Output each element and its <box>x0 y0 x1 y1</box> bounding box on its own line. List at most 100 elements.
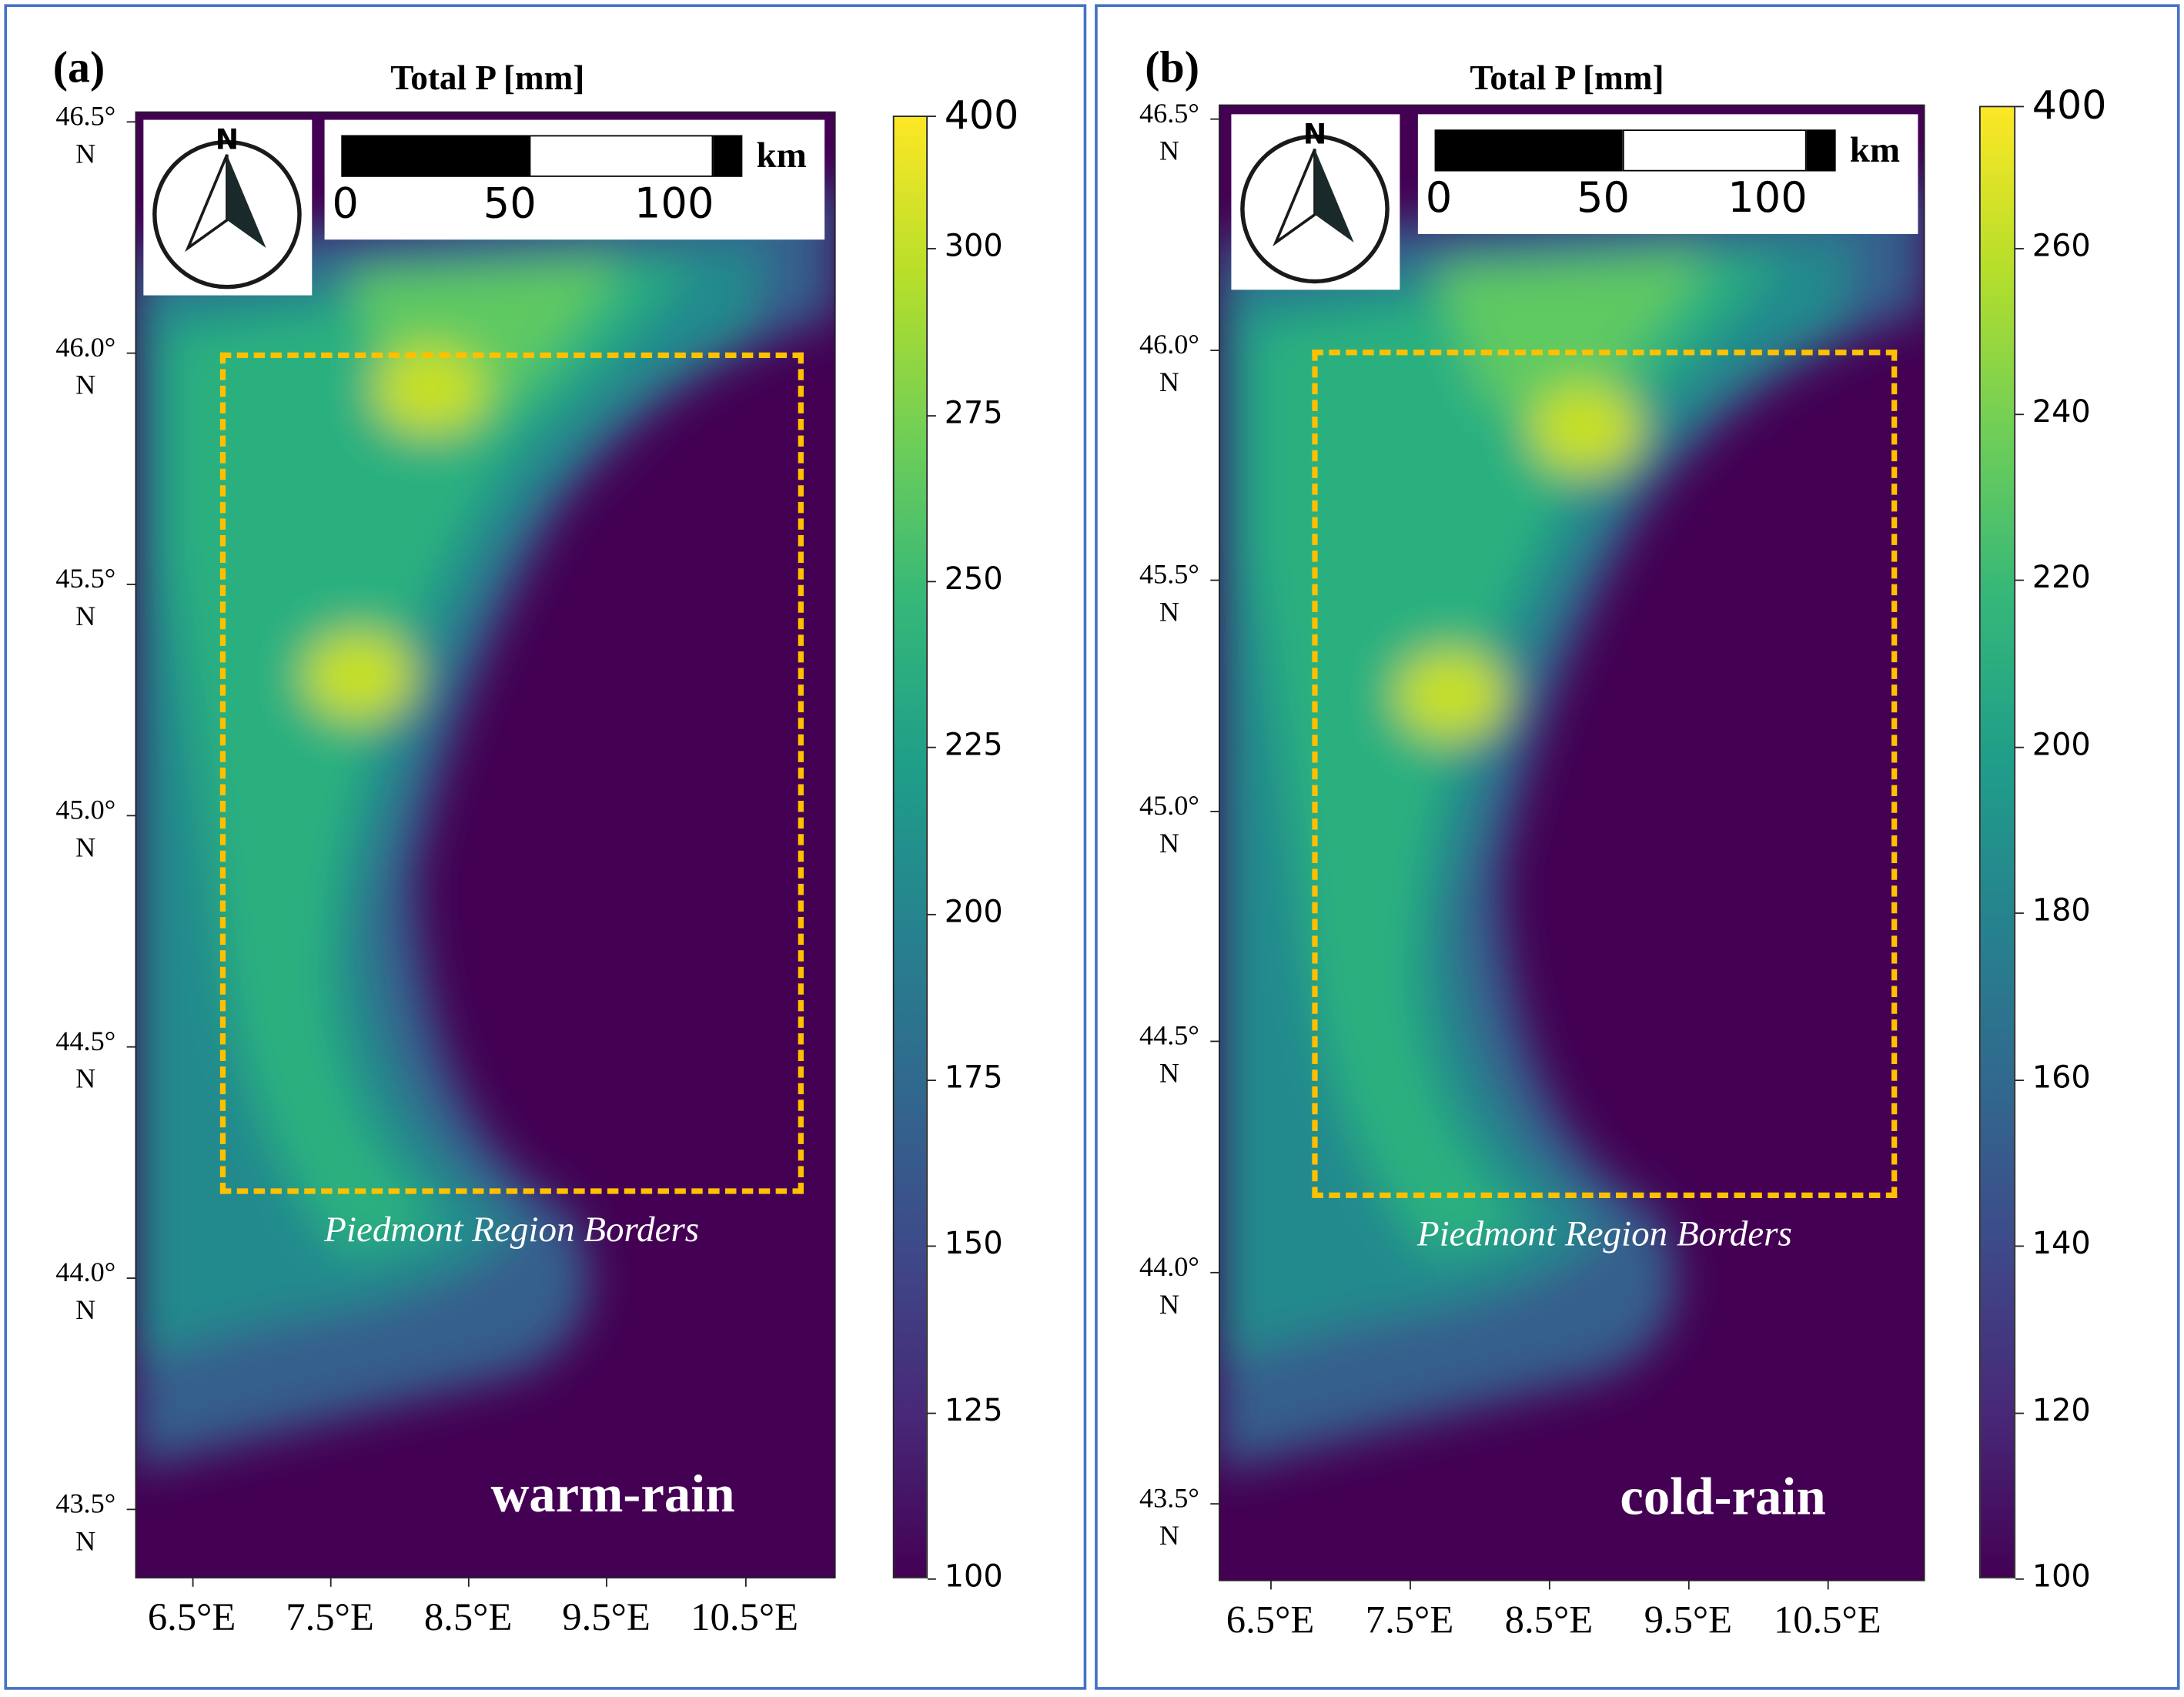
colorbar-tick <box>2015 1578 2024 1580</box>
lon-tick-label: 6.5°E <box>1226 1599 1315 1643</box>
scale-tick-label: 50 <box>483 179 537 229</box>
panel-frame <box>4 4 1087 1690</box>
colorbar-tick <box>2015 580 2024 582</box>
panel-label: (b) <box>1145 41 1200 92</box>
colorbar-tick-label: 275 <box>944 396 1003 432</box>
colorbar-tick-label: 100 <box>944 1560 1003 1595</box>
scale-seg <box>529 135 714 177</box>
scheme-label: cold-rain <box>1620 1468 1826 1527</box>
blobs <box>135 185 836 1469</box>
colorbar-tick <box>2015 247 2024 249</box>
lat-tick <box>1210 349 1219 351</box>
lon-tick <box>1687 1581 1690 1590</box>
terrain <box>1254 252 1784 1257</box>
peak <box>1529 385 1643 474</box>
terrain <box>1430 252 1714 430</box>
colorbar-tick <box>927 248 936 250</box>
lat-tick-label: 46.0° N <box>1139 329 1199 398</box>
arrow-right <box>1314 149 1354 243</box>
lat-tick <box>1210 810 1219 812</box>
north-label: N <box>1303 116 1327 151</box>
lon-tick <box>1548 1581 1550 1590</box>
terrain <box>170 258 696 1256</box>
lat-tick-label: 43.5° N <box>55 1489 116 1558</box>
lon-tick-label: 9.5°E <box>1644 1599 1733 1643</box>
peak <box>373 346 486 434</box>
colorbar-tick-label: 180 <box>2032 894 2091 929</box>
north-box: N <box>143 119 313 296</box>
colorbar-tick-label: 250 <box>944 562 1003 597</box>
colorbar-tick-label: 200 <box>2032 728 2091 763</box>
lat-tick <box>126 815 135 817</box>
colorbar-tick-label: 150 <box>944 1227 1003 1263</box>
lon-tick <box>744 1578 746 1587</box>
lon-tick-label: 7.5°E <box>286 1596 374 1640</box>
lon-tick <box>606 1578 608 1587</box>
scale-tick-label: 100 <box>634 179 714 229</box>
peak <box>303 632 416 721</box>
colorbar-tick <box>927 1412 936 1414</box>
lon-tick-label: 7.5°E <box>1365 1599 1454 1643</box>
lat-tick-label: 45.5° N <box>55 564 116 632</box>
lat-tick-label: 44.0° N <box>1139 1252 1199 1320</box>
colorbar-tick-label: 220 <box>2032 561 2091 597</box>
panel-label: (a) <box>52 41 105 92</box>
compass-ring <box>152 139 302 290</box>
lat-tick <box>1210 1272 1219 1274</box>
colorbar-tick <box>2015 1411 2024 1414</box>
scale-seg <box>1434 129 1623 172</box>
scale-seg <box>341 135 530 177</box>
compass-ring <box>1240 134 1390 284</box>
lat-tick <box>1210 580 1219 581</box>
lon-tick <box>1270 1581 1272 1590</box>
lat-tick <box>126 120 135 122</box>
peak <box>1395 651 1509 740</box>
lat-tick <box>1210 118 1219 120</box>
lat-tick-label: 45.0° N <box>55 795 116 864</box>
arrow-left <box>185 154 229 253</box>
colorbar <box>1979 105 2016 1578</box>
lat-tick-label: 43.5° N <box>1139 1482 1199 1551</box>
colorbar-tick-label: 120 <box>2032 1393 2091 1429</box>
lon-tick-label: 9.5°E <box>562 1596 651 1640</box>
lat-tick <box>126 1277 135 1280</box>
lat-tick <box>1210 1041 1219 1043</box>
scale-tick-label: 0 <box>332 179 359 229</box>
arrow-left <box>1273 148 1316 246</box>
lon-tick <box>468 1578 470 1587</box>
colorbar-tick <box>2015 1245 2024 1247</box>
lon-tick-label: 10.5°E <box>691 1596 799 1640</box>
scale-box: km 0 50 100 <box>324 119 825 240</box>
north-arrow <box>152 139 302 290</box>
north-arrow <box>1240 134 1390 284</box>
colorbar-tick <box>2015 105 2024 108</box>
colorbar-tick <box>927 1246 936 1247</box>
lat-tick <box>126 1046 135 1048</box>
colorbar-tick <box>927 913 936 915</box>
lat-tick-label: 46.5° N <box>55 101 116 169</box>
region-label: Piedmont Region Borders <box>1416 1213 1792 1254</box>
colorbar-tick-label: 200 <box>944 895 1003 930</box>
colorbar-tick <box>927 115 936 117</box>
lon-tick <box>329 1578 332 1587</box>
region-border <box>1312 349 1898 1199</box>
scale-tick-label: 0 <box>1425 174 1453 223</box>
panel-frame <box>1095 4 2180 1690</box>
colorbar-tick-label: 260 <box>2032 229 2091 264</box>
colorbar-tick-label: 160 <box>2032 1060 2091 1096</box>
region-border <box>219 352 804 1195</box>
lat-tick-label: 46.5° N <box>1139 98 1199 167</box>
colorbar-tick-label: 175 <box>944 1061 1003 1096</box>
scale-tick-label: 50 <box>1576 174 1630 223</box>
colorbar-tick-label: 100 <box>2032 1560 2091 1595</box>
lat-tick <box>126 583 135 585</box>
north-box: N <box>1231 114 1400 290</box>
lon-tick-label: 8.5°E <box>1504 1599 1594 1643</box>
scale-seg <box>713 135 743 177</box>
colorbar-tick-label: 240 <box>2032 395 2091 430</box>
scale-seg <box>1806 129 1836 172</box>
colorbar-tick <box>927 747 936 749</box>
lat-tick-label: 46.0° N <box>55 332 116 401</box>
colorbar-tick-label: 400 <box>2032 82 2107 129</box>
